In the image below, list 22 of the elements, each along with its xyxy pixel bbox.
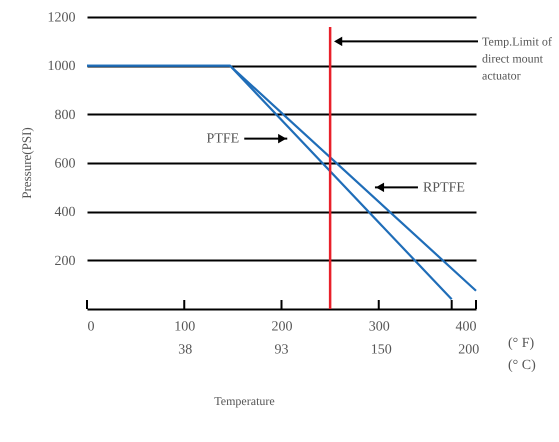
x2-tick-label: 93 bbox=[274, 342, 288, 358]
y-tick-label: 800 bbox=[54, 108, 76, 123]
y-tick-label: 1000 bbox=[48, 59, 76, 74]
x2-tick-label: 150 bbox=[370, 342, 392, 358]
x-tick-label: 0 bbox=[88, 320, 94, 334]
text: RPTFE bbox=[422, 180, 465, 196]
y-tick-label: 600 bbox=[54, 156, 76, 172]
y-tick-label: 200 bbox=[54, 254, 76, 269]
y-tick-label: 400 bbox=[54, 205, 76, 220]
text: PTFE bbox=[206, 132, 240, 147]
ref-line-label: Temp.Limit of direct mount actuator bbox=[482, 34, 552, 82]
y-axis-title: Pressure(PSI) bbox=[19, 127, 34, 199]
text: (° C) bbox=[508, 358, 536, 373]
x2-tick-label: 38 bbox=[178, 342, 192, 358]
x-axis-title: Temperature bbox=[214, 394, 275, 408]
x-tick-label: 100 bbox=[174, 320, 196, 334]
x-tick-label: 400 bbox=[456, 320, 476, 334]
x-tick-label: 300 bbox=[368, 320, 390, 334]
x2-tick-label: 200 bbox=[458, 342, 480, 358]
text: (° F) bbox=[508, 336, 535, 351]
x-tick-label: 200 bbox=[272, 320, 292, 334]
y-tick-label: 1200 bbox=[48, 10, 76, 26]
